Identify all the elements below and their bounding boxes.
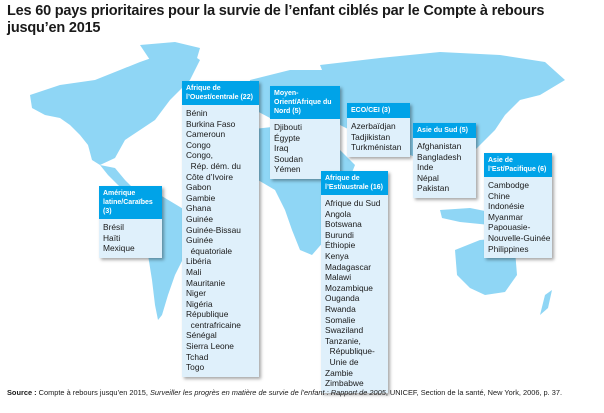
source-label: Source : (7, 388, 37, 397)
country-item: Tchad (186, 351, 209, 362)
region-header: Afrique de l’Ouest/centrale (22) (182, 81, 259, 105)
country-item: Turkménistan (351, 142, 402, 153)
new-zealand-landmass (540, 290, 552, 315)
country-item: Congo, (186, 150, 214, 161)
country-item: Rwanda (325, 303, 356, 314)
country-item: Guinée-Bissau (186, 224, 241, 235)
country-item: Somalie (325, 314, 356, 325)
country-item: Mozambique (325, 282, 373, 293)
country-item: Mexique (103, 243, 135, 254)
country-item: Ouganda (325, 293, 360, 304)
country-item: Afrique du Sud (325, 198, 381, 208)
country-item: Yémen (274, 164, 301, 175)
country-item: Mauritanie (186, 277, 226, 288)
region-header: ECO/CEI (3) (347, 103, 410, 118)
country-item: Brésil (103, 222, 124, 232)
country-item: Nouvelle-Guinée (488, 232, 551, 243)
country-item: Zimbabwe (325, 378, 364, 389)
country-item: Pakistan (417, 183, 450, 194)
country-item: Iraq (274, 143, 289, 154)
country-item: Ghana (186, 203, 212, 214)
country-item: Sénégal (186, 330, 217, 341)
country-item: Tadjikistan (351, 131, 391, 142)
north-america-landmass (30, 50, 200, 165)
country-item: Zambie (325, 367, 353, 378)
country-item: Libéria (186, 256, 212, 267)
region-header: Amérique latine/Caraïbes (3) (99, 186, 162, 219)
country-list: Brésil Haïti Mexique (99, 219, 162, 258)
country-item: Niger (186, 288, 207, 299)
country-item: Djibouti (274, 122, 302, 132)
region-box-asie-est: Asie de l’Est/Pacifique (6) Cambodge Chin… (484, 153, 552, 259)
country-item: Soudan (274, 153, 303, 164)
country-list: Azerbaïdjan Tadjikistan Turkménistan (347, 118, 410, 157)
country-item: Gabon (186, 182, 212, 193)
country-item: Bénin (186, 108, 208, 118)
country-list: Djibouti Égypte Iraq Soudan Yémen (270, 119, 340, 179)
region-header: Afrique de l’Est/australe (16) (321, 171, 388, 195)
country-item: Burundi (325, 229, 354, 240)
country-item: Chine (488, 190, 510, 201)
country-item: Philippines (488, 243, 529, 254)
region-box-amerique: Amérique latine/Caraïbes (3) Brésil Haïti… (99, 186, 162, 258)
greenland-landmass (140, 42, 200, 75)
country-item: Guinée (186, 235, 214, 246)
country-item: Éthiopie (325, 240, 356, 251)
country-item: Cameroun (186, 129, 226, 140)
source-note: Source : Compte à rebours jusqu’en 2015,… (7, 388, 602, 398)
map-title: Les 60 pays prioritaires pour la survie … (7, 3, 545, 36)
country-item: Indonésie (488, 201, 525, 212)
country-item: Botswana (325, 219, 362, 230)
country-item: Congo (186, 139, 211, 150)
country-item: Bangladesh (417, 151, 462, 162)
country-list: Bénin Burkina Faso Cameroun Congo Congo, Rép… (182, 105, 259, 377)
country-item: Nigéria (186, 298, 213, 309)
asia-landmass (320, 52, 565, 175)
country-item: Swaziland (325, 325, 364, 336)
country-item: Tanzanie, (325, 335, 361, 346)
country-item: Afghanistan (417, 141, 462, 151)
country-item: Cambodge (488, 180, 529, 190)
country-item: Haïti (103, 232, 121, 243)
country-item: Inde (417, 162, 434, 173)
country-item: Égypte (274, 132, 301, 143)
country-item: équatoriale (186, 245, 233, 256)
country-item: Azerbaïdjan (351, 121, 396, 131)
region-header: Asie du Sud (5) (413, 123, 476, 138)
country-item: Myanmar (488, 211, 523, 222)
region-box-moyen-orient: Moyen-Orient/Afrique du Nord (5) Djibout… (270, 86, 340, 179)
country-item: Gambie (186, 192, 216, 203)
region-box-asie-sud: Asie du Sud (5) Afghanistan Bangladesh Ind… (413, 123, 476, 198)
country-item: République (186, 309, 229, 320)
region-box-afrique-ouest: Afrique de l’Ouest/centrale (22) Bénin Bu… (182, 81, 259, 377)
source-publisher: , UNICEF, Section de la santé, New York,… (385, 388, 563, 397)
country-list: Afrique du Sud Angola Botswana Burundi Éthio… (321, 195, 388, 393)
country-item: Kenya (325, 250, 349, 261)
country-item: Guinée (186, 213, 214, 224)
country-item: Mali (186, 266, 202, 277)
country-item: Népal (417, 172, 439, 183)
country-item: Togo (186, 362, 205, 373)
country-item: Madagascar (325, 261, 372, 272)
country-item: Unie de (325, 356, 359, 367)
country-item: Malawi (325, 272, 352, 283)
region-header: Asie de l’Est/Pacifique (6) (484, 153, 552, 177)
country-item: Côte d’Ivoire (186, 171, 234, 182)
region-box-afrique-est: Afrique de l’Est/australe (16) Afrique d… (321, 171, 388, 393)
country-item: Burkina Faso (186, 118, 236, 129)
country-item: Papouasie- (488, 222, 531, 233)
region-header: Moyen-Orient/Afrique du Nord (5) (270, 86, 340, 119)
country-item: Angola (325, 208, 352, 219)
country-item: Sierra Leone (186, 341, 234, 352)
source-text: Compte à rebours jusqu’en 2015, (38, 388, 148, 397)
region-box-eco-cei: ECO/CEI (3) Azerbaïdjan Tadjikistan Turkmé… (347, 103, 410, 157)
country-item: centrafricaine (186, 319, 241, 330)
source-report-title: Surveiller les progrès en matière de sur… (150, 388, 386, 397)
country-list: Afghanistan Bangladesh Inde Népal Pakistan (413, 138, 476, 198)
country-item: Rép. dém. du (186, 160, 241, 171)
country-list: Cambodge Chine Indonésie Myanmar Papouasie- N… (484, 177, 552, 258)
country-item: République- (325, 346, 375, 357)
